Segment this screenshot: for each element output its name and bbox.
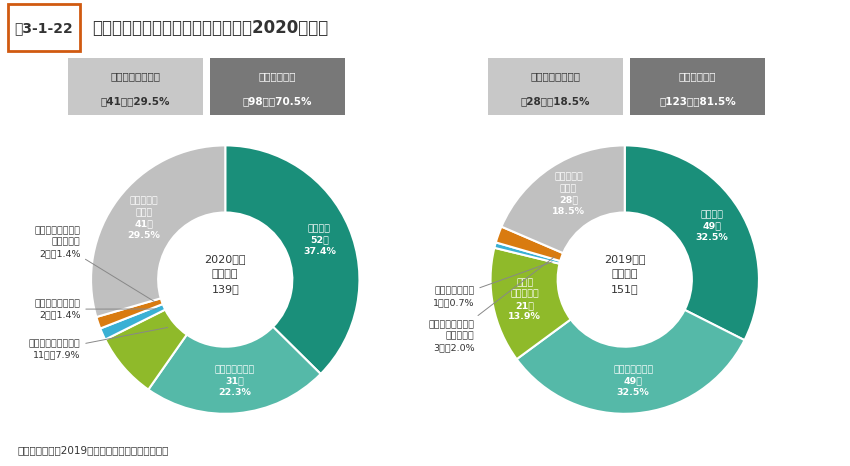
Wedge shape bbox=[96, 298, 162, 329]
Text: 木くず
（建設系）
21件
13.9%: 木くず （建設系） 21件 13.9% bbox=[508, 278, 541, 321]
Text: がれき類
49件
32.5%: がれき類 49件 32.5% bbox=[695, 210, 728, 242]
Text: 建設系廃棄物: 建設系廃棄物 bbox=[679, 71, 717, 81]
Wedge shape bbox=[91, 145, 225, 317]
Wedge shape bbox=[517, 310, 745, 414]
FancyBboxPatch shape bbox=[630, 57, 765, 115]
Text: 訐28件〃18.5%: 訐28件〃18.5% bbox=[521, 96, 590, 107]
Text: 建設混合廃棄物
49件
32.5%: 建設混合廃棄物 49件 32.5% bbox=[613, 365, 654, 397]
Text: 建設系以外
廃棄物
28件
18.5%: 建設系以外 廃棄物 28件 18.5% bbox=[552, 173, 585, 216]
Text: 建設系以外
廃棄物
41件
29.5%: 建設系以外 廃棄物 41件 29.5% bbox=[128, 197, 160, 240]
Text: 注：参考として2019年度の実績も掲載している。: 注：参考として2019年度の実績も掲載している。 bbox=[17, 445, 168, 455]
Wedge shape bbox=[502, 145, 625, 253]
Wedge shape bbox=[495, 242, 560, 264]
Wedge shape bbox=[105, 309, 187, 390]
Text: 資料：環境省: 資料：環境省 bbox=[17, 465, 54, 466]
FancyBboxPatch shape bbox=[210, 57, 345, 115]
Text: 建設系以外廃棄物: 建設系以外廃棄物 bbox=[110, 71, 161, 81]
Text: 図3-1-22: 図3-1-22 bbox=[14, 21, 73, 35]
Text: 2020年度
投棄件数
139件: 2020年度 投棄件数 139件 bbox=[205, 254, 246, 294]
Text: 廃プラスチック類
（建設系）
3件　2.0%: 廃プラスチック類 （建設系） 3件 2.0% bbox=[428, 257, 554, 352]
Wedge shape bbox=[490, 248, 570, 359]
Text: 木くず（建設系）－
11件　7.9%: 木くず（建設系）－ 11件 7.9% bbox=[29, 328, 167, 360]
Text: 訐41件〃29.5%: 訐41件〃29.5% bbox=[101, 96, 170, 107]
Wedge shape bbox=[149, 327, 320, 414]
Text: 訐98件〃70.5%: 訐98件〃70.5% bbox=[243, 96, 312, 107]
FancyBboxPatch shape bbox=[488, 57, 623, 115]
Text: 廃プラスチック類
（建設系）
2件　1.4%: 廃プラスチック類 （建設系） 2件 1.4% bbox=[34, 226, 154, 302]
Text: 不法投棄された産業廃棄物の種類（2020年度）: 不法投棄された産業廃棄物の種類（2020年度） bbox=[92, 19, 328, 37]
Text: 建設系以外廃棄物: 建設系以外廃棄物 bbox=[530, 71, 581, 81]
Wedge shape bbox=[496, 226, 563, 261]
Text: がれき類
52件
37.4%: がれき類 52件 37.4% bbox=[303, 224, 336, 256]
Wedge shape bbox=[100, 304, 165, 340]
FancyBboxPatch shape bbox=[68, 57, 203, 115]
FancyBboxPatch shape bbox=[8, 5, 80, 51]
Wedge shape bbox=[225, 145, 360, 374]
Text: 訐123件〃81.5%: 訐123件〃81.5% bbox=[659, 96, 736, 107]
Text: 汚泥（建設系）－
2件　1.4%: 汚泥（建設系）－ 2件 1.4% bbox=[34, 299, 156, 319]
Text: 汚泥（建設系）
1件　0.7%: 汚泥（建設系） 1件 0.7% bbox=[433, 262, 552, 307]
Wedge shape bbox=[625, 145, 759, 340]
Text: 建設系廃棄物: 建設系廃棄物 bbox=[258, 71, 297, 81]
Text: 2019年度
投棄件数
151件: 2019年度 投棄件数 151件 bbox=[604, 254, 645, 294]
Text: 建設混合廃棄物
31件
22.3%: 建設混合廃棄物 31件 22.3% bbox=[214, 365, 255, 397]
